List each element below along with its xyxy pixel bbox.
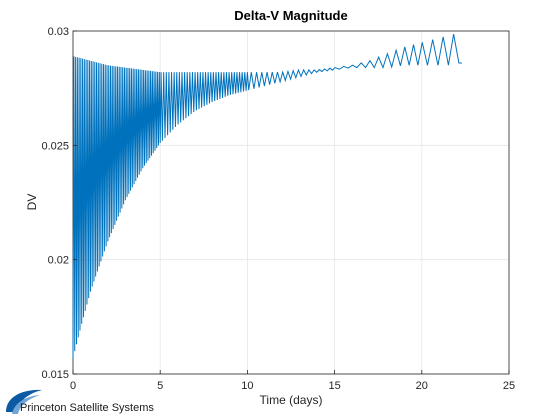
x-tick-label: 15 xyxy=(328,380,340,392)
y-tick-label: 0.025 xyxy=(41,140,69,152)
x-tick-label: 0 xyxy=(70,380,76,392)
y-axis-ticks: 0.015 0.02 0.025 0.03 xyxy=(41,26,77,381)
logo-text: Princeton Satellite Systems xyxy=(20,402,154,414)
y-tick-label: 0.015 xyxy=(41,369,69,381)
company-logo: Princeton Satellite Systems xyxy=(6,389,154,414)
logo-swoosh-accent-icon xyxy=(12,395,40,414)
y-tick-label: 0.03 xyxy=(48,26,69,38)
x-tick-label: 25 xyxy=(503,380,515,392)
x-tick-label: 20 xyxy=(416,380,428,392)
series-line-delta-v xyxy=(72,34,462,358)
x-tick-label: 5 xyxy=(157,380,163,392)
series-group xyxy=(72,34,462,358)
y-axis-label: DV xyxy=(25,194,39,211)
chart-title: Delta-V Magnitude xyxy=(234,8,347,23)
logo-swoosh-icon xyxy=(6,389,42,412)
x-axis-label: Time (days) xyxy=(260,393,323,407)
x-tick-label: 10 xyxy=(241,380,253,392)
x-axis-ticks: 0 5 10 15 20 25 xyxy=(70,370,515,392)
y-tick-label: 0.02 xyxy=(48,255,69,267)
